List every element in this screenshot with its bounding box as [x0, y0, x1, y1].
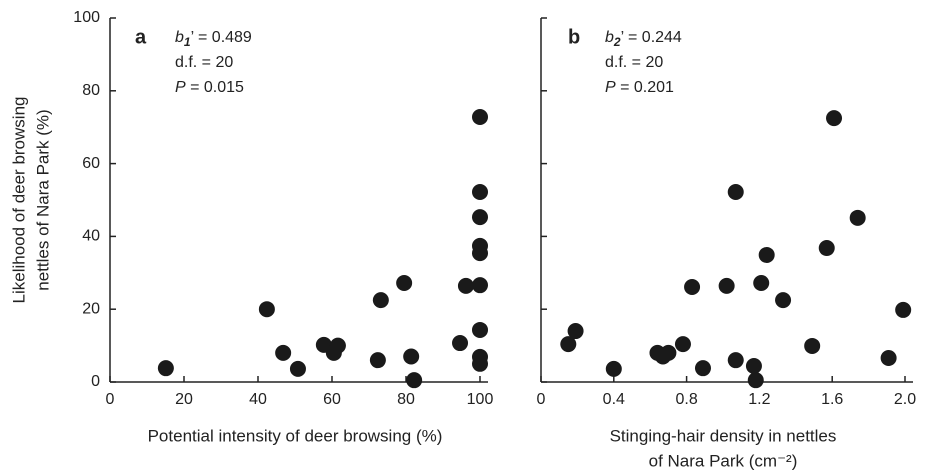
data-point [258, 301, 275, 318]
x-axis-label: Potential intensity of deer browsing (%) [148, 426, 443, 445]
data-point [849, 209, 866, 226]
data-point [472, 209, 488, 226]
data-point [567, 323, 584, 340]
data-point [157, 360, 174, 377]
data-point [758, 246, 775, 263]
stat-text: = 0.201 [616, 79, 674, 96]
x-tick-label: 1.2 [748, 391, 770, 408]
data-point [684, 278, 701, 295]
x-tick-label: 60 [323, 391, 341, 408]
data-point [329, 337, 346, 354]
stat-text: ’ = 0.489 [191, 29, 252, 46]
data-point [472, 321, 488, 338]
data-point [745, 357, 762, 374]
stat-symbol: b [605, 29, 614, 46]
stat-subscript: 1 [184, 35, 191, 49]
data-point [372, 292, 389, 309]
panel-label: a [135, 26, 147, 48]
stat-subscript: 2 [613, 35, 621, 49]
x-tick-label: 2.0 [894, 391, 916, 408]
data-point [289, 360, 306, 377]
data-point [895, 301, 912, 318]
panel-label: b [568, 26, 580, 48]
data-point [727, 352, 744, 369]
data-point [472, 277, 488, 294]
y-axis-label: Likelihood of deer browsing [9, 97, 28, 304]
data-point [457, 277, 474, 294]
y-tick-label: 0 [91, 373, 100, 390]
x-tick-label: 0.8 [675, 391, 697, 408]
data-point [753, 274, 770, 291]
stat-text: d.f. = 20 [175, 54, 233, 71]
data-point [747, 372, 764, 389]
stat-text: ’ = 0.244 [621, 29, 682, 46]
data-point [826, 110, 843, 127]
x-axis-label: of Nara Park (cm⁻²) [649, 451, 798, 470]
data-point [472, 245, 488, 262]
data-point [275, 344, 292, 361]
data-point [660, 344, 677, 361]
data-point [880, 349, 897, 366]
data-point [403, 348, 420, 365]
x-axis-label: Stinging-hair density in nettles [610, 426, 837, 445]
x-tick-label: 80 [397, 391, 415, 408]
stat-text: d.f. = 20 [605, 54, 663, 71]
data-point [694, 360, 711, 377]
y-tick-label: 100 [73, 9, 100, 26]
x-tick-label: 0.4 [603, 391, 625, 408]
stat-annotation: b1’ = 0.489 [175, 29, 252, 49]
x-tick-label: 20 [175, 391, 193, 408]
y-tick-label: 80 [82, 82, 100, 99]
data-point [804, 337, 821, 354]
data-point [406, 372, 423, 389]
data-point [472, 183, 488, 200]
stat-annotation: d.f. = 20 [605, 54, 663, 71]
data-point [560, 336, 577, 353]
y-axis-label: nettles of Nara Park (%) [33, 109, 52, 290]
x-tick-label: 40 [249, 391, 267, 408]
y-tick-label: 40 [82, 228, 100, 245]
data-point [396, 274, 413, 291]
data-point [452, 335, 469, 352]
y-tick-label: 20 [82, 300, 100, 317]
x-tick-label: 0 [106, 391, 115, 408]
stat-symbol: P [175, 79, 186, 96]
data-point [472, 355, 488, 372]
data-point [718, 277, 735, 294]
data-point [605, 360, 622, 377]
data-point [775, 292, 792, 309]
data-point [674, 336, 691, 353]
stat-annotation: b2’ = 0.244 [605, 29, 682, 49]
stat-symbol: b [175, 29, 184, 46]
data-point [472, 109, 488, 126]
x-tick-label: 1.6 [821, 391, 843, 408]
data-point [818, 240, 835, 257]
stat-annotation: P = 0.201 [605, 79, 674, 96]
stat-symbol: P [605, 79, 616, 96]
stat-annotation: P = 0.015 [175, 79, 244, 96]
y-tick-label: 60 [82, 155, 100, 172]
data-point [369, 352, 386, 369]
x-tick-label: 0 [537, 391, 546, 408]
stat-annotation: d.f. = 20 [175, 54, 233, 71]
x-tick-label: 100 [467, 391, 494, 408]
data-point [727, 183, 744, 200]
stat-text: = 0.015 [186, 79, 244, 96]
